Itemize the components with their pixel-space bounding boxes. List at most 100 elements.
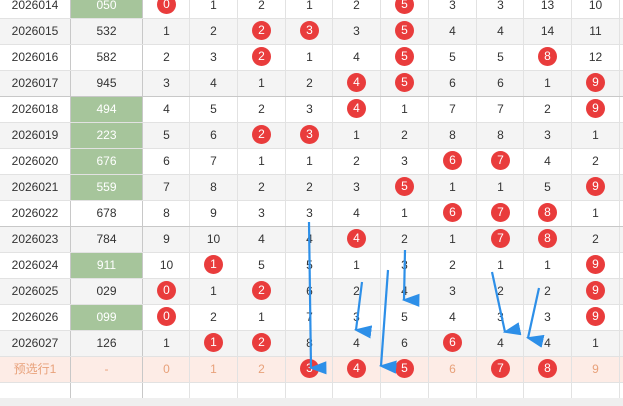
row-divider [0,174,623,175]
digit-5-cell: 3 [381,252,428,278]
digit-8-cell: 14 [524,18,571,44]
digit-4-cell: 4 [333,96,380,122]
miss-count: 10 [206,232,221,246]
miss-count: 7 [163,180,170,194]
miss-count: 1 [306,154,313,168]
miss-count: 3 [163,76,170,90]
column-divider [237,0,238,406]
period-cell: 2026016 [11,50,59,64]
digit-5-cell: 2 [381,226,428,252]
period-cell: 2026022 [11,206,59,220]
row-divider [0,148,623,149]
miss-count: 8 [497,128,504,142]
digit-3-cell: 3 [286,356,333,382]
column-divider [571,0,572,406]
digit-3-cell: 4 [286,226,333,252]
miss-count: 3 [258,206,265,220]
digit-6-cell: 8 [429,122,476,148]
digit-1-cell: 2 [190,304,237,330]
miss-count: 2 [258,180,265,194]
draw-code-cell: 945 [96,76,117,90]
digit-1-cell: 1 [190,330,237,356]
period-cell: 2026020 [11,154,59,168]
hit-ball: 1 [204,255,223,275]
digit-1-cell: 9 [190,200,237,226]
hit-ball: 1 [204,333,223,353]
digit-2-cell: 4 [238,226,285,252]
digit-9-cell: 9 [572,252,619,278]
miss-count: 4 [497,336,504,350]
miss-count: 6 [449,362,456,376]
period-cell: 2026017 [11,76,59,90]
period-cell: 2026021 [11,180,59,194]
digit-7-cell: 6 [477,70,524,96]
digit-2-cell: 1 [238,304,285,330]
digit-2-cell: 2 [238,330,285,356]
miss-count: 1 [497,180,504,194]
table-row: 2026016 582 2 3 2 1 4 5 5 5 8 12 [0,44,623,70]
miss-count: 4 [401,284,408,298]
miss-count: 5 [258,258,265,272]
row-divider [0,278,623,279]
column-divider [619,0,620,406]
period-cell: 2026019 [11,128,59,142]
digit-9-cell: 2 [572,226,619,252]
row-divider [0,304,623,305]
hit-ball: 2 [252,21,271,41]
miss-count: 8 [163,206,170,220]
prediction-row: 预选行1 - 0 1 2 3 4 5 6 7 8 9 [0,356,623,382]
digit-9-cell: 9 [572,278,619,304]
miss-count: 3 [544,310,551,324]
miss-count: 3 [544,128,551,142]
period-cell: 2026018 [11,102,59,116]
digit-1-cell: 4 [190,70,237,96]
digit-0-cell: 7 [143,174,190,200]
digit-9-cell: 10 [572,0,619,18]
digit-2-cell: 2 [238,0,285,18]
digit-1-cell: 1 [190,252,237,278]
miss-count: 11 [589,24,602,38]
digit-4-cell: 2 [333,0,380,18]
row-divider [0,252,623,253]
digit-4-cell: 4 [333,200,380,226]
draw-code-cell: 050 [71,0,142,18]
miss-count: 3 [449,0,456,12]
miss-count: 8 [449,128,456,142]
digit-6-cell: 3 [429,0,476,18]
table-row: 2026022 678 8 9 3 3 4 1 6 7 8 1 [0,200,623,226]
digit-7-cell: 4 [477,18,524,44]
hit-ball: 8 [538,47,557,67]
digit-5-cell: 5 [381,174,428,200]
hit-ball: 5 [395,73,414,93]
digit-3-cell: 1 [286,148,333,174]
digit-6-cell: 6 [429,330,476,356]
hit-ball: 6 [443,203,462,223]
digit-1-cell: 7 [190,148,237,174]
period-cell: 2026025 [11,284,59,298]
hit-ball: 9 [586,307,605,327]
miss-count: 7 [306,310,313,324]
miss-count: 9 [592,362,599,376]
miss-count: 5 [497,50,504,64]
digit-6-cell: 6 [429,70,476,96]
column-divider [523,0,524,406]
miss-count: 1 [449,232,456,246]
digit-8-cell: 8 [524,200,571,226]
row-divider [0,356,623,357]
table-row: 2026023 784 9 10 4 4 4 2 1 7 8 2 [0,226,623,252]
digit-4-cell: 1 [333,252,380,278]
table-row: 2026014 050 0 1 2 1 2 5 3 3 13 10 [0,0,623,18]
miss-count: 7 [210,154,217,168]
miss-count: 3 [306,102,313,116]
miss-count: 4 [163,102,170,116]
digit-2-cell: 5 [238,252,285,278]
table-row: 2026024 911 10 1 5 5 1 3 2 1 1 9 [0,252,623,278]
digit-7-cell: 4 [477,330,524,356]
miss-count: 3 [497,0,504,12]
miss-count: 5 [306,258,313,272]
hit-ball: 9 [586,99,605,119]
digit-3-cell: 3 [286,200,333,226]
digit-0-cell: 2 [143,44,190,70]
digit-6-cell: 2 [429,252,476,278]
